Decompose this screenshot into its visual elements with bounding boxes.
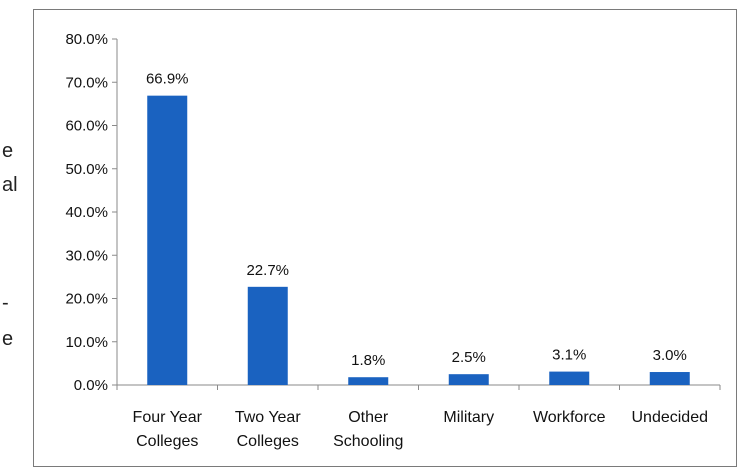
category-label: Two Year [235,409,302,426]
category-label: Colleges [136,433,198,450]
y-tick-label: 50.0% [65,161,108,178]
margin-text-2: al [2,174,18,196]
margin-text-1: e [2,140,14,162]
category-label: Schooling [333,433,403,450]
bar [549,371,590,385]
margin-text-3: - [2,292,9,314]
y-tick-label: 30.0% [65,247,108,264]
bar [247,286,288,385]
category-label: Other [348,409,389,426]
y-tick-label: 20.0% [65,291,108,308]
data-label: 66.9% [146,71,189,88]
y-tick-label: 70.0% [65,74,108,91]
category-label: Military [443,409,494,426]
bar [147,95,188,385]
category-label: Undecided [632,409,709,426]
bar [448,374,489,385]
category-label: Four Year [133,409,203,426]
category-label: Colleges [237,433,299,450]
bar [348,377,389,385]
data-label: 22.7% [246,262,289,279]
data-label: 3.0% [653,347,687,364]
data-label: 1.8% [351,352,385,369]
data-label: 3.1% [552,347,586,364]
data-label: 2.5% [452,349,486,366]
margin-text-4: e [2,328,14,350]
y-tick-label: 60.0% [65,118,108,135]
y-tick-label: 80.0% [65,31,108,48]
bar [649,372,690,385]
y-tick-label: 10.0% [65,334,108,351]
y-tick-label: 40.0% [65,204,108,221]
y-tick-label: 0.0% [74,377,108,394]
category-label: Workforce [533,409,606,426]
